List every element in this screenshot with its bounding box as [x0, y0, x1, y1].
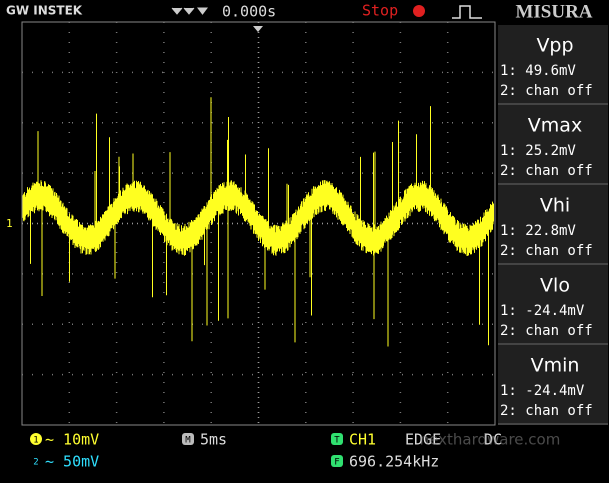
- coupling: DC: [484, 431, 502, 449]
- ch1-scale: ~ 10mV: [45, 431, 99, 449]
- frequency-badge: F: [334, 458, 339, 468]
- measurement-ch1: 1: -24.4mV: [500, 383, 585, 399]
- trigger-icon-bg: [331, 433, 343, 445]
- ch1-icon: 1: [33, 436, 38, 446]
- measurement-box: [498, 105, 608, 183]
- measurement-name: Vmax: [528, 115, 582, 137]
- timebase-icon: M: [185, 436, 191, 446]
- measurement-name: Vlo: [540, 275, 570, 297]
- ch1-icon-bg: [30, 433, 42, 445]
- measurement-name: Vpp: [536, 35, 573, 57]
- measurement-ch1: 1: -24.4mV: [500, 303, 585, 319]
- trigger-position: [253, 26, 263, 32]
- trigger-type: EDGE: [405, 431, 441, 449]
- brand: GW INSTEK: [6, 4, 83, 18]
- watermark: nexthardware.com: [420, 431, 561, 449]
- measurement-ch1: 1: 22.8mV: [500, 223, 576, 239]
- measurement-ch2: 2: chan off: [500, 243, 593, 259]
- ch2-scale: ~ 50mV: [45, 453, 99, 471]
- measurement-ch1: 1: 25.2mV: [500, 143, 576, 159]
- grid: [22, 22, 495, 425]
- measurement-name: Vhi: [540, 195, 570, 217]
- timebase: 5ms: [200, 431, 227, 449]
- measurement-ch2: 2: chan off: [500, 323, 593, 339]
- measurement-box: [498, 265, 608, 343]
- ch2-icon: 2: [33, 458, 38, 468]
- measurement-ch1: 1: 49.6mV: [500, 63, 576, 79]
- measurement-name: Vmin: [531, 355, 580, 377]
- trigger-time: 0.000s: [222, 3, 276, 21]
- measurement-ch2: 2: chan off: [500, 83, 593, 99]
- channel-marker: 1: [6, 217, 13, 230]
- measurement-box: [498, 345, 608, 423]
- trigger-badge: T: [334, 436, 340, 446]
- timebase-icon-bg: [182, 433, 194, 445]
- trigger-source: CH1: [349, 431, 376, 449]
- edge-icon: [452, 5, 482, 19]
- measurement-ch2: 2: chan off: [500, 403, 593, 419]
- status-dot: [413, 5, 425, 17]
- label: MISURA: [515, 1, 592, 22]
- trigger-icon: [171, 7, 208, 15]
- measurement-ch2: 2: chan off: [500, 163, 593, 179]
- measurement-panel: Vpp 1: 49.6mV 2: chan off Vmax 1: 25.2mV 2: c…: [498, 25, 608, 425]
- measurement-box: [498, 185, 608, 263]
- frequency-icon-bg: [331, 455, 343, 467]
- waveform: [22, 97, 494, 347]
- frequency: 696.254kHz: [349, 453, 439, 471]
- run-status: Stop: [362, 2, 398, 20]
- measurement-box: [498, 25, 608, 103]
